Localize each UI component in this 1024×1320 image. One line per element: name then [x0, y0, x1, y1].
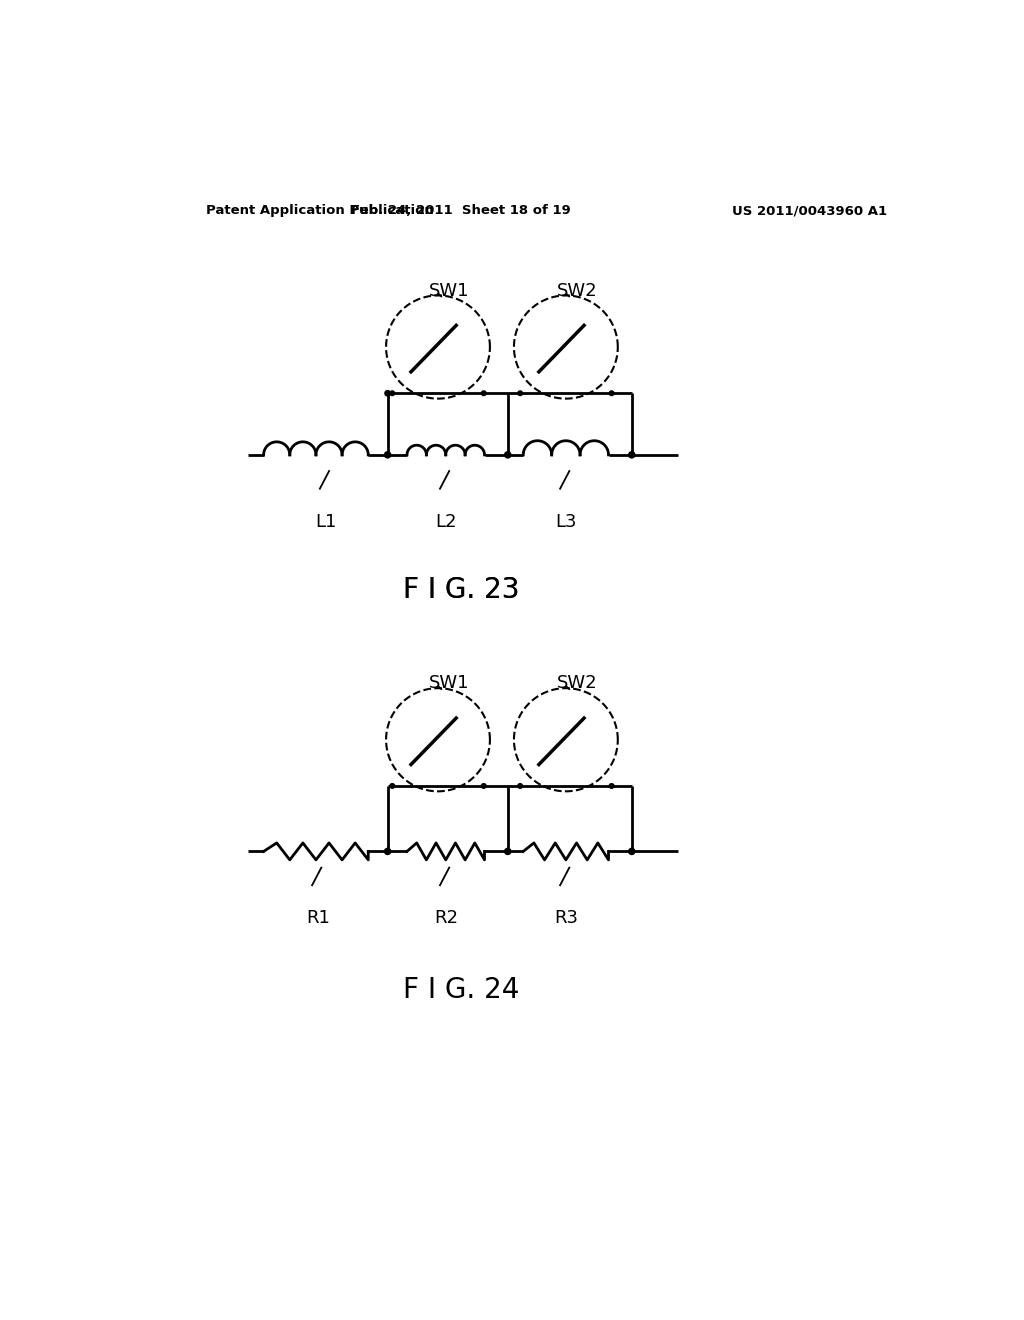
Text: F I G. 23: F I G. 23 [403, 576, 519, 603]
Text: R3: R3 [554, 909, 578, 927]
Text: L1: L1 [315, 512, 336, 531]
Circle shape [629, 849, 635, 854]
Text: L3: L3 [555, 512, 577, 531]
Text: L2: L2 [435, 512, 457, 531]
Text: SW2: SW2 [557, 281, 598, 300]
Text: US 2011/0043960 A1: US 2011/0043960 A1 [732, 205, 888, 218]
Circle shape [505, 451, 511, 458]
Circle shape [609, 391, 614, 396]
Circle shape [518, 391, 522, 396]
Text: F I G. 24: F I G. 24 [403, 975, 519, 1005]
Circle shape [481, 391, 486, 396]
Text: Feb. 24, 2011  Sheet 18 of 19: Feb. 24, 2011 Sheet 18 of 19 [351, 205, 571, 218]
Circle shape [629, 451, 635, 458]
Text: SW1: SW1 [429, 675, 470, 692]
Circle shape [518, 784, 522, 788]
Text: R1: R1 [306, 909, 330, 927]
Text: Patent Application Publication: Patent Application Publication [206, 205, 433, 218]
Text: F I G. 23: F I G. 23 [403, 576, 519, 603]
Text: R2: R2 [434, 909, 458, 927]
Circle shape [390, 391, 394, 396]
Circle shape [609, 784, 614, 788]
Circle shape [390, 784, 394, 788]
Circle shape [505, 849, 511, 854]
Circle shape [385, 849, 391, 854]
Text: SW2: SW2 [557, 675, 598, 692]
Circle shape [385, 391, 390, 396]
Circle shape [385, 451, 391, 458]
Text: SW1: SW1 [429, 281, 470, 300]
Circle shape [481, 784, 486, 788]
